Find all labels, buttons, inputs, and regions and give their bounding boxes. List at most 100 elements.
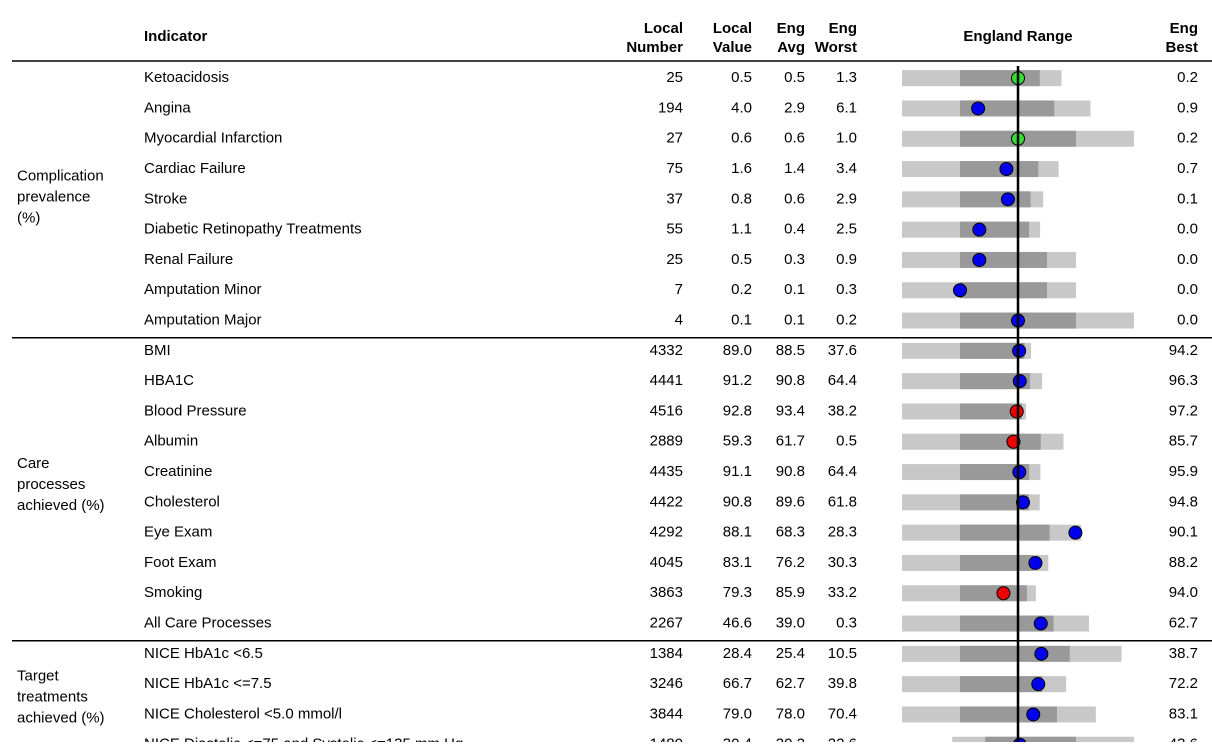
cell-local-value: 0.6	[731, 130, 752, 147]
header: Eng	[777, 20, 805, 37]
interquartile-bar	[960, 524, 1050, 541]
cell-local-value: 79.3	[723, 584, 752, 601]
cell-eng-worst: 22.6	[828, 736, 857, 742]
cell-eng-worst: 2.5	[836, 221, 857, 238]
header: England Range	[963, 28, 1072, 45]
cell-eng-avg: 93.4	[776, 402, 805, 419]
local-value-marker	[996, 586, 1011, 601]
cell-eng-avg: 88.5	[776, 342, 805, 359]
cell-local-value: 79.0	[723, 705, 752, 722]
cell-local-number: 3246	[650, 675, 683, 692]
cell-eng-best: 0.0	[1177, 251, 1198, 268]
cell-eng-avg: 25.4	[776, 645, 805, 662]
indicator: Diabetic Retinopathy Treatments	[144, 221, 362, 238]
cell-eng-best: 0.2	[1177, 130, 1198, 147]
cell-eng-worst: 0.9	[836, 251, 857, 268]
cell-eng-avg: 85.9	[776, 584, 805, 601]
cell-eng-best: 0.9	[1177, 99, 1198, 116]
indicator: HBA1C	[144, 372, 194, 389]
cell-local-number: 1480	[650, 736, 683, 742]
cell-eng-best: 0.0	[1177, 312, 1198, 329]
indicator: Angina	[144, 99, 191, 116]
local-value-marker	[1012, 465, 1027, 480]
cell-local-value: 46.6	[723, 615, 752, 632]
cell-local-value: 0.2	[731, 281, 752, 298]
indicator: Amputation Minor	[144, 281, 262, 298]
indicator: All Care Processes	[144, 615, 272, 632]
indicator: Albumin	[144, 433, 198, 450]
cell-eng-worst: 64.4	[828, 463, 857, 480]
local-value-marker	[1012, 374, 1027, 389]
cell-local-number: 2267	[650, 615, 683, 632]
indicator: Amputation Major	[144, 312, 262, 329]
header: Number	[626, 39, 683, 56]
cell-eng-avg: 90.8	[776, 463, 805, 480]
interquartile-bar	[960, 706, 1057, 723]
local-value-marker	[972, 252, 987, 267]
indicator: Blood Pressure	[144, 402, 247, 419]
cell-eng-worst: 33.2	[828, 584, 857, 601]
cell-eng-worst: 30.3	[828, 554, 857, 571]
cell-eng-worst: 0.2	[836, 312, 857, 329]
cell-local-number: 4	[675, 312, 683, 329]
interquartile-bar	[960, 676, 1043, 693]
indicator: Stroke	[144, 190, 187, 207]
indicator: NICE HbA1c <6.5	[144, 645, 263, 662]
cell-eng-worst: 38.2	[828, 402, 857, 419]
interquartile-bar	[960, 191, 1031, 208]
interquartile-bar	[960, 433, 1041, 450]
cell-eng-avg: 62.7	[776, 675, 805, 692]
cell-eng-best: 38.7	[1169, 645, 1198, 662]
cell-local-number: 4441	[650, 372, 683, 389]
cell-local-number: 75	[666, 160, 683, 177]
interquartile-bar	[960, 494, 1029, 511]
cell-eng-worst: 64.4	[828, 372, 857, 389]
cell-eng-worst: 61.8	[828, 493, 857, 510]
cell-eng-best: 0.1	[1177, 190, 1198, 207]
interquartile-bar	[960, 615, 1054, 632]
indicator: BMI	[144, 342, 171, 359]
cell-eng-avg: 68.3	[776, 524, 805, 541]
cell-eng-avg: 0.3	[784, 251, 805, 268]
interquartile-bar	[960, 70, 1040, 87]
interquartile-bar	[960, 161, 1039, 178]
cell-local-number: 4516	[650, 402, 683, 419]
cell-eng-best: 88.2	[1169, 554, 1198, 571]
cell-eng-worst: 3.4	[836, 160, 857, 177]
cell-local-number: 4292	[650, 524, 683, 541]
group-label: (%)	[17, 209, 40, 226]
indicator: Eye Exam	[144, 524, 212, 541]
group-label: achieved (%)	[17, 497, 105, 514]
local-value-marker	[1000, 192, 1015, 207]
group-label: Complication	[17, 167, 104, 184]
cell-local-number: 4045	[650, 554, 683, 571]
cell-eng-best: 94.0	[1169, 584, 1198, 601]
cell-eng-worst: 28.3	[828, 524, 857, 541]
cell-eng-avg: 1.4	[784, 160, 805, 177]
cell-eng-avg: 0.6	[784, 190, 805, 207]
indicator: Smoking	[144, 584, 202, 601]
indicator: Myocardial Infarction	[144, 130, 282, 147]
cell-local-number: 25	[666, 251, 683, 268]
local-value-marker	[1034, 646, 1049, 661]
local-value-marker	[999, 162, 1014, 177]
cell-local-value: 66.7	[723, 675, 752, 692]
cell-eng-best: 43.6	[1169, 736, 1198, 742]
cell-eng-best: 0.0	[1177, 221, 1198, 238]
cell-eng-best: 0.0	[1177, 281, 1198, 298]
local-value-marker	[1016, 495, 1031, 510]
header: Local	[644, 20, 683, 37]
cell-eng-worst: 37.6	[828, 342, 857, 359]
indicator: NICE Diastolic <=75 and Systolic <=135 m…	[144, 736, 463, 742]
cell-eng-best: 83.1	[1169, 705, 1198, 722]
cell-local-value: 90.8	[723, 493, 752, 510]
cell-local-value: 89.0	[723, 342, 752, 359]
cell-eng-best: 62.7	[1169, 615, 1198, 632]
cell-local-value: 91.2	[723, 372, 752, 389]
local-value-marker	[1006, 434, 1021, 449]
cell-local-value: 4.0	[731, 99, 752, 116]
group-label: achieved (%)	[17, 709, 105, 726]
cell-local-number: 7	[675, 281, 683, 298]
header: Value	[713, 39, 752, 56]
